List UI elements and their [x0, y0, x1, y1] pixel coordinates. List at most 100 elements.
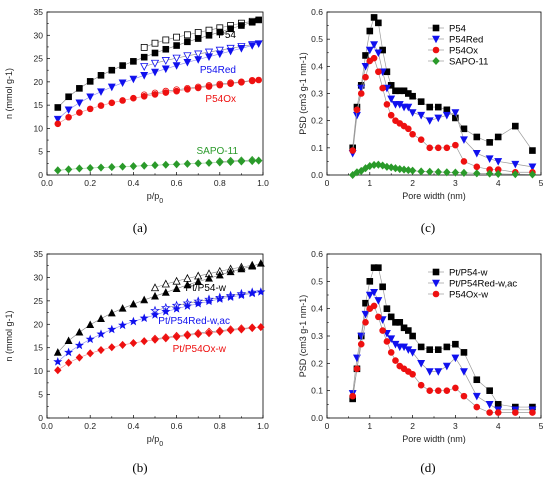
data-point: [366, 278, 374, 285]
x-tick-label: 1: [367, 178, 372, 188]
data-point: [425, 368, 434, 376]
data-point: [184, 86, 191, 93]
data-point: [86, 78, 94, 85]
data-point: [150, 310, 160, 319]
data-point: [370, 302, 378, 310]
data-point: [75, 99, 84, 108]
data-point: [473, 403, 481, 411]
data-point: [370, 54, 378, 62]
legend-entry: P54Ox: [449, 45, 478, 56]
data-point: [76, 85, 83, 92]
data-point: [473, 169, 481, 178]
y-tick-label: 5: [38, 390, 43, 400]
data-point: [375, 313, 382, 321]
legend-entry: P54Red: [449, 34, 483, 45]
data-point: [460, 349, 468, 356]
data-point: [357, 90, 365, 97]
series-p54ox: [54, 76, 262, 128]
data-point: [194, 159, 202, 168]
series-sapo-11: [348, 160, 537, 180]
data-point: [183, 331, 192, 340]
data-point: [473, 163, 481, 171]
data-point: [172, 62, 181, 70]
data-point: [194, 277, 203, 285]
data-point: [426, 167, 434, 176]
data-point: [257, 323, 265, 332]
data-point: [119, 97, 126, 104]
y-tick-label: 10: [34, 366, 44, 376]
desorption-point: [172, 276, 181, 285]
data-point: [248, 77, 256, 85]
data-point: [426, 346, 434, 353]
desorption-point: [172, 54, 181, 63]
desorption-point: [161, 57, 170, 65]
data-point: [172, 284, 181, 292]
data-point: [451, 354, 460, 363]
data-point: [494, 133, 502, 141]
series-p54red: [348, 41, 537, 172]
data-point: [370, 41, 379, 49]
data-point: [215, 50, 224, 59]
y-tick-label: 0.2: [311, 358, 323, 368]
data-point: [443, 387, 451, 394]
data-point: [86, 93, 95, 102]
data-point: [349, 392, 356, 400]
data-point: [53, 115, 62, 124]
x-tick-label: 0.2: [84, 178, 96, 188]
data-point: [215, 270, 224, 279]
data-point: [417, 136, 425, 143]
y-tick-label: 0.1: [311, 386, 323, 396]
y-tick-label: 25: [34, 54, 44, 64]
data-point: [237, 45, 246, 53]
data-point: [404, 103, 413, 112]
desorption-point: [215, 46, 224, 55]
data-point: [473, 376, 481, 384]
series-p54ox: [349, 54, 536, 176]
data-point: [204, 296, 214, 306]
y-tick-label: 0.3: [311, 89, 323, 99]
y-tick-label: 25: [34, 296, 44, 306]
data-point: [97, 88, 105, 96]
data-point: [226, 292, 236, 301]
data-point: [375, 19, 382, 27]
x-tick-label: 0.6: [171, 178, 183, 188]
data-point: [64, 358, 73, 367]
data-point: [205, 274, 213, 282]
x-tick-label: 1: [367, 421, 372, 431]
data-point: [472, 392, 481, 401]
data-point: [452, 384, 459, 392]
data-point: [486, 387, 493, 394]
data-point: [512, 409, 519, 416]
series-label: P54: [218, 30, 236, 41]
data-point: [383, 305, 391, 312]
data-point: [74, 340, 84, 350]
x-tick-label: 2: [410, 178, 415, 188]
data-point: [383, 338, 391, 345]
y-tick-label: 35: [34, 249, 44, 259]
data-point: [494, 409, 502, 416]
data-point: [362, 73, 369, 81]
x-tick-label: 3: [453, 178, 458, 188]
data-point: [255, 76, 262, 84]
series-line: [352, 291, 533, 411]
data-point: [425, 117, 434, 125]
data-point: [494, 401, 502, 408]
desorption-point: [151, 39, 159, 47]
data-point: [108, 66, 116, 74]
data-point: [162, 334, 170, 343]
data-point: [396, 319, 404, 326]
data-point: [255, 16, 262, 24]
data-point: [405, 125, 412, 133]
data-point: [370, 288, 379, 297]
data-point: [53, 357, 63, 366]
data-point: [130, 94, 137, 102]
data-point: [512, 122, 519, 130]
data-point: [183, 280, 192, 289]
data-point: [409, 92, 416, 100]
data-point: [417, 360, 426, 368]
data-point: [365, 46, 374, 55]
panel-d-psd-chart: 0 1 2 3 4 5 0.0 0.1 0.2 0.3 0.4 0.5 0.6 Pore width (n…: [298, 249, 544, 444]
data-point: [108, 163, 116, 172]
series-p54red: [53, 40, 263, 124]
y-axis-label: PSD (cm3 g-1 nm-1): [298, 52, 308, 135]
